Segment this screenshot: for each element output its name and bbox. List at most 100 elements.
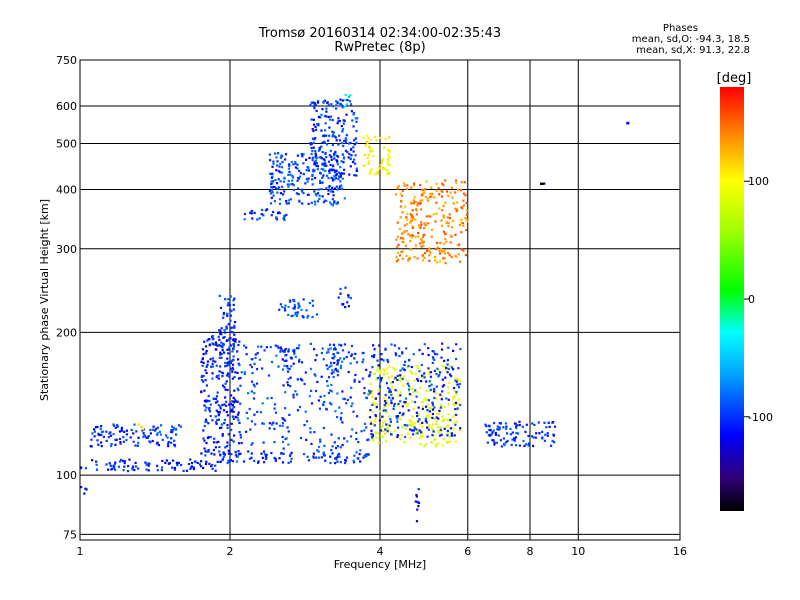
data-point: [417, 488, 420, 491]
data-point: [391, 387, 394, 390]
data-point: [224, 365, 227, 368]
data-point: [329, 115, 333, 118]
data-point: [321, 195, 324, 198]
data-point: [232, 368, 235, 371]
data-point: [452, 202, 455, 205]
data-point: [288, 164, 291, 168]
data-point: [448, 435, 451, 438]
data-point: [417, 235, 420, 238]
data-point: [420, 223, 423, 226]
data-point: [84, 487, 87, 490]
data-point: [390, 399, 393, 402]
data-point: [453, 421, 456, 424]
data-point: [420, 245, 423, 248]
data-point: [339, 180, 342, 183]
data-point: [93, 430, 96, 433]
data-point: [409, 234, 412, 237]
data-point: [204, 345, 208, 348]
data-point: [380, 426, 383, 429]
data-point: [170, 429, 173, 432]
data-point: [421, 401, 424, 404]
data-point: [283, 214, 286, 217]
data-point: [417, 232, 420, 235]
data-point: [434, 259, 437, 262]
data-point: [455, 208, 458, 211]
data-point: [328, 184, 331, 188]
data-point: [443, 242, 446, 245]
data-point: [429, 371, 432, 374]
data-point: [339, 461, 342, 464]
x-tick-label: 6: [464, 545, 471, 558]
data-point: [224, 382, 227, 385]
data-point: [411, 209, 414, 212]
data-point: [332, 190, 335, 193]
data-point: [363, 154, 367, 157]
data-point: [498, 422, 501, 425]
data-point: [388, 424, 391, 427]
data-point: [249, 211, 252, 214]
data-point: [368, 172, 372, 176]
data-point: [221, 433, 224, 436]
data-point: [553, 425, 557, 428]
data-point: [205, 371, 208, 375]
data-point: [417, 366, 420, 369]
data-point: [325, 134, 328, 137]
data-point: [333, 346, 336, 349]
data-point: [409, 213, 412, 216]
colorbar: [720, 87, 744, 511]
data-point: [532, 436, 535, 439]
data-point: [226, 424, 229, 427]
data-point: [385, 399, 388, 402]
data-point: [428, 249, 431, 252]
data-point: [233, 297, 236, 300]
data-point: [383, 404, 386, 407]
data-point: [312, 452, 315, 455]
data-point: [416, 414, 419, 418]
data-point: [207, 338, 210, 341]
data-point: [330, 383, 333, 387]
data-point: [271, 422, 274, 425]
data-point: [238, 364, 241, 367]
data-point: [446, 216, 449, 219]
data-point: [321, 347, 324, 350]
data-point: [277, 186, 281, 189]
data-point: [192, 466, 195, 469]
data-point: [413, 182, 416, 185]
data-point: [449, 365, 452, 368]
data-point: [231, 350, 234, 353]
data-point: [321, 181, 324, 184]
data-point: [216, 400, 219, 403]
data-point: [323, 159, 326, 162]
data-point: [339, 292, 342, 295]
data-point: [297, 303, 300, 306]
data-point: [288, 183, 291, 186]
data-point: [273, 456, 276, 459]
data-point: [432, 387, 436, 391]
data-point: [226, 426, 229, 430]
data-point: [316, 168, 319, 171]
data-point: [381, 435, 384, 438]
data-point: [324, 169, 327, 172]
data-point: [230, 422, 233, 425]
data-point: [313, 348, 316, 351]
data-point: [261, 208, 264, 212]
data-point: [381, 424, 384, 427]
data-point: [394, 369, 397, 372]
data-point: [345, 139, 348, 142]
data-point: [344, 149, 347, 152]
data-point: [627, 122, 630, 125]
data-point: [225, 374, 229, 377]
data-point: [462, 224, 465, 227]
data-point: [369, 390, 372, 393]
data-point: [99, 427, 102, 430]
data-point: [335, 107, 338, 110]
data-point: [367, 136, 370, 140]
data-point: [369, 371, 372, 374]
data-point: [333, 178, 336, 181]
data-point: [167, 462, 170, 465]
data-point: [425, 421, 428, 424]
data-point: [434, 352, 437, 356]
data-point: [382, 409, 385, 412]
data-point: [283, 359, 286, 362]
data-point: [350, 405, 353, 408]
